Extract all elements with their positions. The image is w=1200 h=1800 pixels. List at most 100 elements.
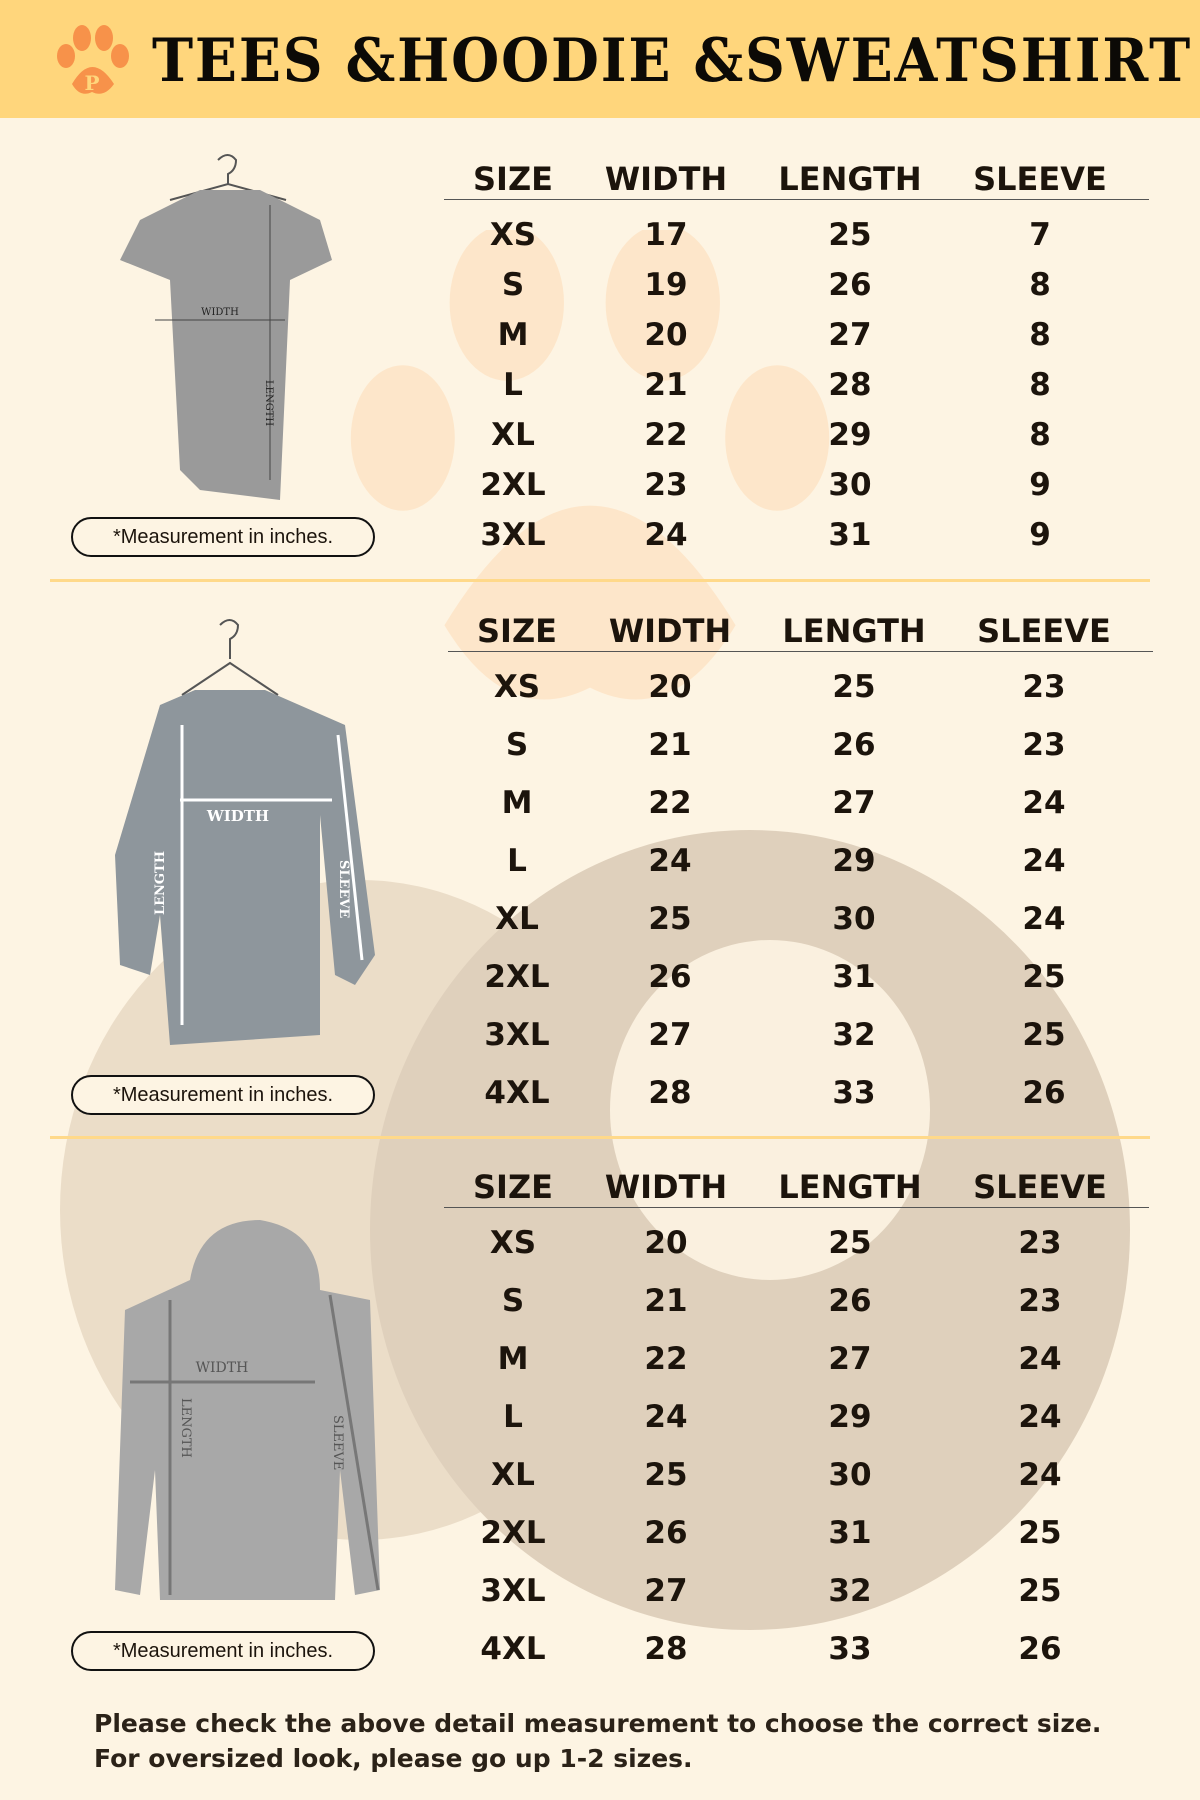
header-banner: P TEES &HOODIE &SWEATSHIRT <box>0 0 1200 118</box>
column-header-sleeve: SLEEVE <box>973 1168 1107 1206</box>
cell-length: 29 <box>832 843 876 879</box>
svg-text:P: P <box>84 71 99 95</box>
sweatshirt-image: WIDTH LENGTH SLEEVE <box>115 619 375 1045</box>
cell-width: 21 <box>648 727 692 763</box>
cell-sleeve: 24 <box>1018 1341 1062 1377</box>
section-divider <box>50 579 1150 582</box>
cell-length: 32 <box>828 1573 872 1609</box>
sleeve-label: SLEEVE <box>330 1415 345 1470</box>
cell-size: XS <box>489 217 537 253</box>
cell-width: 22 <box>644 1341 688 1377</box>
cell-sleeve: 25 <box>1018 1573 1062 1609</box>
measurement-note: *Measurement in inches. <box>71 1075 375 1115</box>
cell-width: 24 <box>648 843 692 879</box>
cell-width: 20 <box>644 1225 688 1261</box>
cell-size: S <box>501 1283 525 1319</box>
cell-sleeve: 23 <box>1022 727 1066 763</box>
background-paw-icon <box>350 230 830 700</box>
cell-width: 21 <box>644 367 688 403</box>
cell-sleeve: 8 <box>1029 317 1051 353</box>
cell-sleeve: 24 <box>1022 901 1066 937</box>
cell-length: 27 <box>828 317 872 353</box>
cell-length: 28 <box>828 367 872 403</box>
column-header-length: LENGTH <box>778 1168 922 1206</box>
measurement-note: *Measurement in inches. <box>71 1631 375 1671</box>
cell-length: 30 <box>828 467 872 503</box>
footer-note: Please check the above detail measuremen… <box>94 1706 1101 1776</box>
hoodie-image: WIDTH LENGTH SLEEVE <box>115 1220 380 1600</box>
cell-size: 3XL <box>480 1573 546 1609</box>
cell-length: 33 <box>832 1075 876 1111</box>
cell-width: 22 <box>644 417 688 453</box>
measurement-note: *Measurement in inches. <box>71 517 375 557</box>
cell-size: L <box>507 843 527 879</box>
cell-size: 2XL <box>480 467 546 503</box>
column-header-size: SIZE <box>472 160 554 198</box>
table-header: SIZE WIDTH LENGTH SLEEVE <box>448 612 1153 652</box>
cell-size: L <box>503 367 523 403</box>
sleeve-label: SLEEVE <box>336 860 351 918</box>
cell-length: 26 <box>828 267 872 303</box>
cell-sleeve: 24 <box>1018 1457 1062 1493</box>
cell-width: 28 <box>648 1075 692 1111</box>
width-label: WIDTH <box>206 807 269 825</box>
cell-sleeve: 8 <box>1029 417 1051 453</box>
cell-size: 4XL <box>480 1631 546 1667</box>
cell-length: 32 <box>832 1017 876 1053</box>
cell-width: 27 <box>648 1017 692 1053</box>
column-header-width: WIDTH <box>604 1168 728 1206</box>
width-label: WIDTH <box>196 1360 249 1376</box>
cell-sleeve: 7 <box>1029 217 1051 253</box>
cell-width: 24 <box>644 517 688 553</box>
cell-sleeve: 8 <box>1029 267 1051 303</box>
cell-width: 19 <box>644 267 688 303</box>
length-label: LENGTH <box>263 380 274 426</box>
column-header-size: SIZE <box>476 612 558 650</box>
cell-width: 25 <box>644 1457 688 1493</box>
cell-size: 2XL <box>480 1515 546 1551</box>
cell-sleeve: 25 <box>1018 1515 1062 1551</box>
cell-size: 3XL <box>480 517 546 553</box>
column-header-size: SIZE <box>472 1168 554 1206</box>
column-header-sleeve: SLEEVE <box>973 160 1107 198</box>
cell-sleeve: 26 <box>1022 1075 1066 1111</box>
cell-sleeve: 26 <box>1018 1631 1062 1667</box>
tshirt-image: WIDTH LENGTH <box>120 154 332 500</box>
cell-width: 20 <box>648 669 692 705</box>
cell-length: 25 <box>828 217 872 253</box>
cell-width: 23 <box>644 467 688 503</box>
cell-length: 26 <box>832 727 876 763</box>
column-header-sleeve: SLEEVE <box>977 612 1111 650</box>
cell-size: M <box>497 1341 529 1377</box>
cell-width: 20 <box>644 317 688 353</box>
cell-length: 30 <box>828 1457 872 1493</box>
cell-size: XL <box>495 901 539 937</box>
table-header: SIZE WIDTH LENGTH SLEEVE <box>444 1168 1149 1208</box>
cell-size: 2XL <box>484 959 550 995</box>
cell-size: XL <box>491 417 535 453</box>
cell-size: L <box>503 1399 523 1435</box>
cell-length: 25 <box>828 1225 872 1261</box>
column-header-width: WIDTH <box>604 160 728 198</box>
cell-width: 21 <box>644 1283 688 1319</box>
cell-sleeve: 24 <box>1018 1399 1062 1435</box>
cell-sleeve: 9 <box>1029 517 1051 553</box>
cell-size: XL <box>491 1457 535 1493</box>
cell-length: 29 <box>828 1399 872 1435</box>
cell-size: 3XL <box>484 1017 550 1053</box>
table-header: SIZE WIDTH LENGTH SLEEVE <box>444 160 1149 200</box>
cell-size: S <box>501 267 525 303</box>
cell-width: 26 <box>648 959 692 995</box>
page-title: TEES &HOODIE &SWEATSHIRT <box>152 26 1193 96</box>
cell-sleeve: 8 <box>1029 367 1051 403</box>
width-label: WIDTH <box>201 307 239 318</box>
cell-sleeve: 24 <box>1022 785 1066 821</box>
cell-size: 4XL <box>484 1075 550 1111</box>
cell-length: 29 <box>828 417 872 453</box>
section-divider <box>50 1136 1150 1139</box>
paw-logo-icon: P <box>57 25 129 95</box>
cell-length: 31 <box>832 959 876 995</box>
cell-length: 30 <box>832 901 876 937</box>
cell-size: S <box>505 727 529 763</box>
cell-width: 28 <box>644 1631 688 1667</box>
